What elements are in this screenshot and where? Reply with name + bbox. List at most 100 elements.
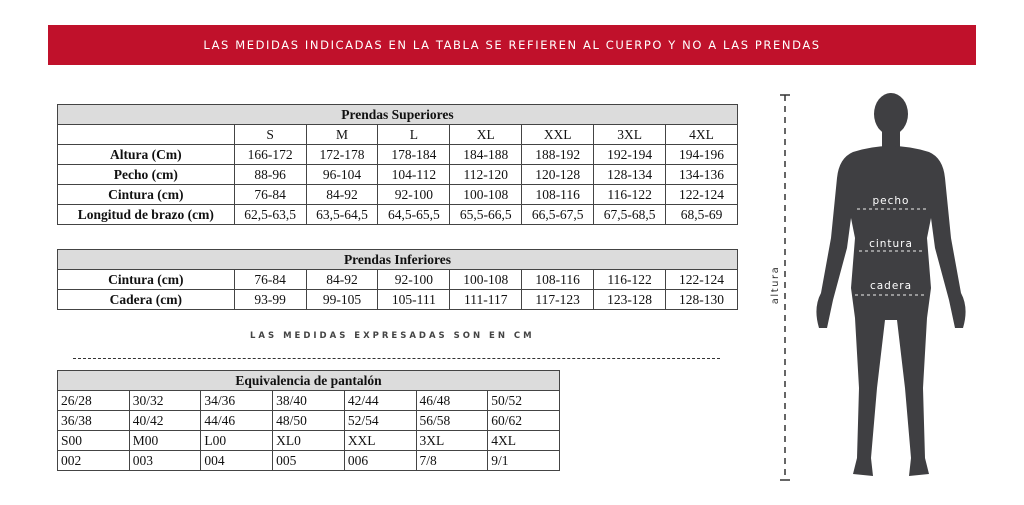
table-cell: 192-194 [593,144,667,165]
header-banner: LAS MEDIDAS INDICADAS EN LA TABLA SE REF… [48,25,976,65]
table-cell: 76-84 [233,269,307,290]
table-cell: 56/58 [415,410,489,431]
prendas-inferiores-table: Prendas Inferiores Cintura (cm) 76-84 84-92… [57,249,738,310]
table-row: Cintura (cm) 76-84 84-92 92-100 100-108 108-1… [57,184,738,205]
table-cell: 9/1 [487,450,560,471]
table-cell: 128-134 [593,164,667,185]
table-cell: 003 [128,450,202,471]
table-cell: 52/54 [343,410,417,431]
size-header: 3XL [593,124,667,145]
table-cell: 120-128 [521,164,595,185]
empty-cell [57,124,235,145]
prendas-superiores-table: Prendas Superiores S M L XL XXL 3XL 4XL Altura (… [57,104,738,225]
table-cell: 26/28 [57,390,130,411]
table-cell: XL0 [272,430,345,451]
table-cell: 34/36 [200,390,274,411]
table-cell: 44/46 [200,410,274,431]
table-cell: 194-196 [665,144,738,165]
table-cell: 116-122 [593,184,667,205]
row-label: Altura (Cm) [57,144,235,165]
size-header: M [305,124,379,145]
row-label: Cadera (cm) [57,289,235,310]
table-cell: 42/44 [343,390,417,411]
table-cell: 4XL [487,430,560,451]
table-row: Altura (Cm) 166-172 172-178 178-184 184-188 1… [57,144,738,165]
table-cell: 50/52 [487,390,560,411]
table-cell: 65,5-66,5 [449,204,523,225]
cintura-label: cintura [869,238,913,250]
size-header: L [377,124,451,145]
table-cell: 92-100 [377,184,451,205]
table-cell: 93-99 [233,289,307,310]
table-cell: 36/38 [57,410,130,431]
table-cell: 172-178 [305,144,379,165]
table-row: 002 003 004 005 006 7/8 9/1 [57,450,560,471]
table-cell: 006 [343,450,417,471]
table-cell: 100-108 [449,269,523,290]
table-cell: 88-96 [233,164,307,185]
table-cell: 178-184 [377,144,451,165]
table-cell: 48/50 [272,410,345,431]
size-header: XXL [521,124,595,145]
table-cell: 40/42 [128,410,202,431]
table-cell: 123-128 [593,289,667,310]
table-cell: 122-124 [665,269,738,290]
table-cell: 46/48 [415,390,489,411]
table-cell: 112-120 [449,164,523,185]
table-cell: 92-100 [377,269,451,290]
table-cell: S00 [57,430,130,451]
table-cell: 7/8 [415,450,489,471]
table-cell: M00 [128,430,202,451]
table-cell: 30/32 [128,390,202,411]
table-cell: 108-116 [521,184,595,205]
size-header: S [233,124,307,145]
table-cell: 99-105 [305,289,379,310]
table-cell: 004 [200,450,274,471]
table-row: S00 M00 L00 XL0 XXL 3XL 4XL [57,430,560,451]
table-title: Equivalencia de pantalón [57,370,560,391]
dashed-divider [73,358,720,359]
table-row: Equivalencia de pantalón [57,370,560,391]
table-row: Prendas Superiores [57,104,738,125]
table-cell: 104-112 [377,164,451,185]
table-cell: 184-188 [449,144,523,165]
table-row: Cadera (cm) 93-99 99-105 105-111 111-117 117-… [57,289,738,310]
row-label: Cintura (cm) [57,269,235,290]
table-cell: 188-192 [521,144,595,165]
table-row: Pecho (cm) 88-96 96-104 104-112 112-120 120-1… [57,164,738,185]
table-cell: 62,5-63,5 [233,204,307,225]
table-cell: 64,5-65,5 [377,204,451,225]
table-cell: 84-92 [305,184,379,205]
table-cell: 84-92 [305,269,379,290]
table-cell: 002 [57,450,130,471]
body-silhouette [816,93,966,476]
body-figure: altura pecho cintura cadera [770,93,966,481]
table-row: 36/38 40/42 44/46 48/50 52/54 56/58 60/62 [57,410,560,431]
table-cell: 111-117 [449,289,523,310]
measurement-lines [855,208,927,296]
pecho-label: pecho [873,195,910,207]
table-cell: 166-172 [233,144,307,165]
table-cell: 38/40 [272,390,345,411]
table-cell: XXL [343,430,417,451]
equivalencia-pantalon-table: Equivalencia de pantalón 26/28 30/32 34/36 3… [57,370,560,471]
row-label: Pecho (cm) [57,164,235,185]
table-cell: 60/62 [487,410,560,431]
table-cell: 68,5-69 [665,204,738,225]
table-cell: 96-104 [305,164,379,185]
table-cell: 105-111 [377,289,451,310]
size-header: XL [449,124,523,145]
table-cell: 100-108 [449,184,523,205]
table-row: 26/28 30/32 34/36 38/40 42/44 46/48 50/52 [57,390,560,411]
units-note: LAS MEDIDAS EXPRESADAS SON EN CM [250,331,535,341]
row-label: Longitud de brazo (cm) [57,204,235,225]
table-row: Cintura (cm) 76-84 84-92 92-100 100-108 108-1… [57,269,738,290]
table-cell: 108-116 [521,269,595,290]
altura-label: altura [770,266,781,304]
table-cell: 005 [272,450,345,471]
table-row: Prendas Inferiores [57,249,738,270]
table-row: Longitud de brazo (cm) 62,5-63,5 63,5-64,5… [57,204,738,225]
row-label: Cintura (cm) [57,184,235,205]
table-cell: 128-130 [665,289,738,310]
table-cell: 116-122 [593,269,667,290]
